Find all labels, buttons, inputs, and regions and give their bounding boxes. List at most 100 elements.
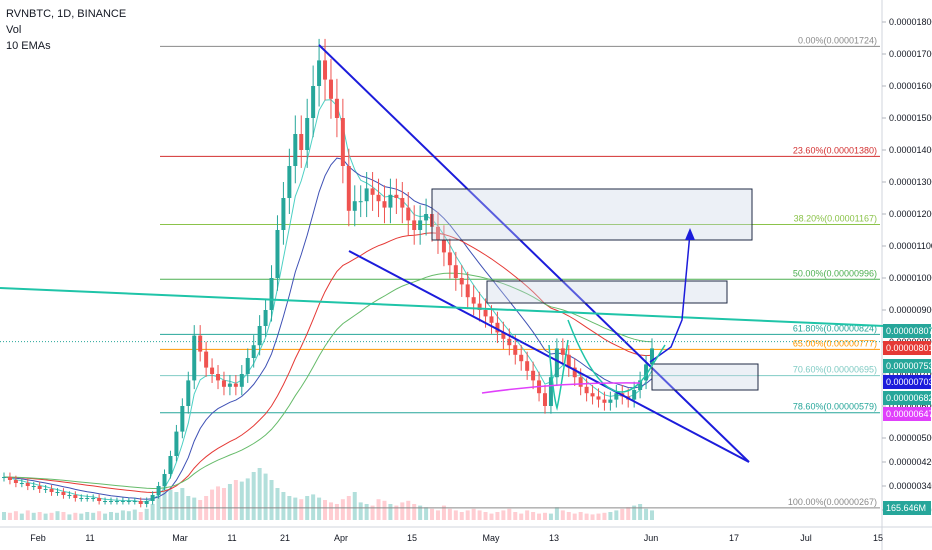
volume-bar <box>394 505 399 520</box>
volume-bar <box>221 488 226 520</box>
volume-bar <box>548 513 553 520</box>
resistance-box-upper <box>431 188 753 241</box>
candle-body <box>79 498 84 499</box>
volume-bar <box>406 500 411 520</box>
volume-bar <box>650 510 654 520</box>
volume-bar <box>180 488 185 520</box>
volume-bar <box>537 513 542 520</box>
candle-body <box>382 201 387 208</box>
fib-level-label: 100.00%(0.00000267) <box>788 497 877 507</box>
volume-bar <box>614 510 619 520</box>
volume-bar <box>370 505 375 520</box>
volume-bar <box>210 489 215 520</box>
price-badge <box>883 391 931 405</box>
legend-symbol: RVNBTC, 1D, BINANCE <box>6 8 127 20</box>
candle-body <box>323 60 328 80</box>
volume-bar <box>578 512 583 520</box>
volume-bar <box>334 504 339 520</box>
candle-body <box>418 220 423 230</box>
volume-bar <box>138 512 143 520</box>
candle-body <box>566 354 571 368</box>
candle-body <box>465 284 470 298</box>
candle-body <box>257 326 262 346</box>
x-tick-label: May <box>482 533 500 543</box>
candle-body <box>346 166 351 211</box>
x-tick-label: 15 <box>407 533 417 543</box>
candle-body <box>19 483 24 484</box>
volume-bar <box>2 512 6 520</box>
volume-bar <box>311 494 316 520</box>
candle-body <box>168 456 173 474</box>
candle-body <box>269 278 274 310</box>
candle-body <box>644 364 649 381</box>
candle-body <box>554 348 559 378</box>
candle-body <box>441 239 446 253</box>
candle-body <box>495 322 500 333</box>
price-badge-label: 0.00000753 <box>886 361 932 371</box>
candle-body <box>560 348 565 355</box>
candle-body <box>55 492 60 493</box>
volume-bar <box>156 496 161 520</box>
volume-bar <box>97 511 102 520</box>
candle-body <box>388 194 393 208</box>
candle-body <box>198 335 203 352</box>
volume-bar <box>37 512 42 520</box>
chart-legend: RVNBTC, 1D, BINANCE Vol 10 EMAs <box>6 6 126 54</box>
volume-bar <box>168 489 173 520</box>
candle-body <box>305 118 310 150</box>
y-tick-label: 0.00000700 <box>889 369 932 379</box>
volume-bar <box>192 497 197 520</box>
candle-body <box>572 367 577 378</box>
candle-body <box>370 188 375 195</box>
cup-right <box>567 319 666 393</box>
candle-body <box>596 396 601 400</box>
candle-body <box>531 370 536 381</box>
candle-body <box>13 480 18 483</box>
candle-body <box>483 310 488 317</box>
volume-bar <box>49 512 54 520</box>
volume-bar <box>227 484 232 520</box>
fib-level-label: 78.60%(0.00000579) <box>793 402 877 412</box>
volume-bar <box>216 486 221 520</box>
x-tick-label: Jul <box>800 533 812 543</box>
candle-body <box>394 194 399 198</box>
candle-body <box>43 489 48 490</box>
fib-level-label: 70.60%(0.00000695) <box>793 365 877 375</box>
volume-bar <box>7 512 12 520</box>
candle-body <box>7 477 12 480</box>
volume-bar <box>465 510 470 520</box>
price-badge <box>883 359 931 373</box>
y-tick-label: 0.00001500 <box>889 113 932 123</box>
price-badge-label: 0.00000682 <box>886 393 932 403</box>
volume-bar <box>554 507 559 520</box>
volume-bar <box>317 497 322 520</box>
x-tick-label: Apr <box>334 533 348 543</box>
volume-bar <box>293 497 298 520</box>
candle-body <box>513 345 518 355</box>
candle-body <box>400 198 405 208</box>
price-badge <box>883 501 931 515</box>
volume-bar <box>644 508 649 520</box>
candle-body <box>519 354 524 362</box>
fib-level-label: 0.00%(0.00001724) <box>798 35 877 45</box>
y-tick-label: 0.00001100 <box>889 241 932 251</box>
candle-body <box>221 380 226 387</box>
volume-bar <box>495 512 500 520</box>
upper-wedge-line <box>318 44 750 463</box>
candle-body <box>37 486 42 489</box>
volume-bar <box>198 500 203 520</box>
candle-body <box>376 194 381 202</box>
volume-bar <box>364 504 369 520</box>
volume-bar <box>453 510 458 520</box>
candle-body <box>85 498 90 499</box>
candle-body <box>578 377 583 387</box>
candle-body <box>227 383 232 387</box>
volume-bar <box>424 507 429 520</box>
volume-bar <box>340 499 345 520</box>
volume-bar <box>263 473 268 520</box>
candle-body <box>632 390 637 400</box>
candle-body <box>91 498 96 499</box>
candle-body <box>162 474 167 486</box>
